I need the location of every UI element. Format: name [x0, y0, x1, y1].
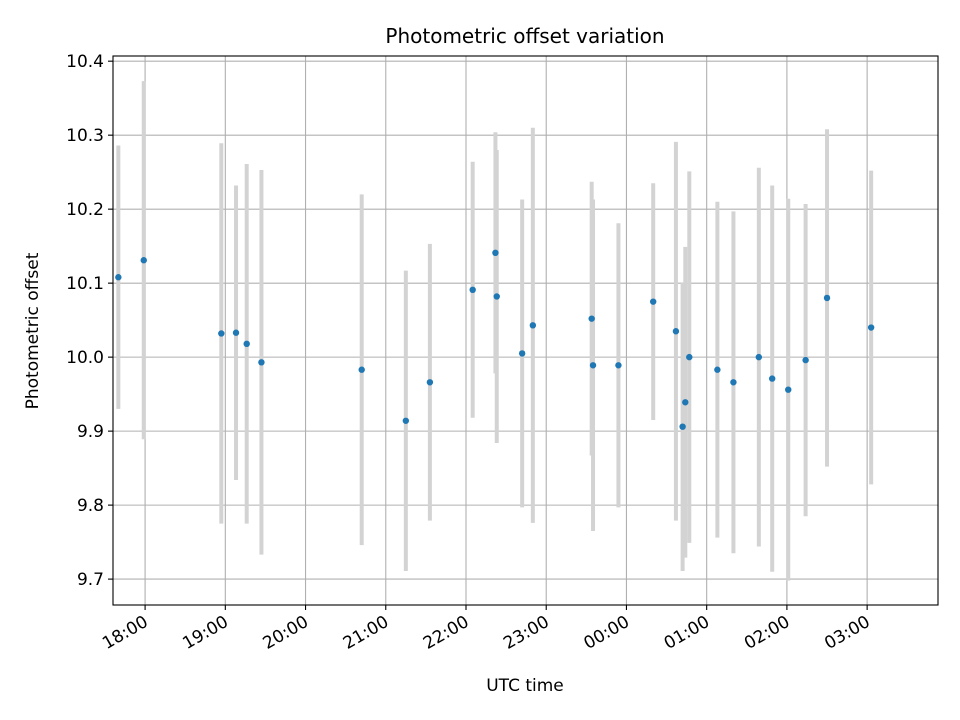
data-point: [243, 340, 250, 348]
y-tick-label: 10.1: [66, 274, 104, 294]
data-point: [469, 286, 476, 294]
data-point: [649, 298, 657, 305]
data-point: [493, 293, 500, 300]
data-points: [115, 249, 875, 430]
y-axis-ticks: 9.7 9.8 9.9 10.0 10.1 10.2 10.3 10.4: [66, 52, 113, 590]
data-point: [686, 353, 693, 361]
data-point: [755, 353, 763, 361]
data-point: [518, 350, 526, 357]
data-point: [768, 375, 776, 382]
y-tick-label: 10.4: [66, 52, 104, 72]
y-tick-label: 9.9: [77, 422, 104, 442]
data-point: [714, 366, 721, 373]
data-point: [402, 417, 410, 424]
y-tick-label: 10.3: [66, 126, 104, 146]
data-point: [218, 330, 225, 337]
y-tick-label: 9.8: [77, 496, 104, 516]
data-point: [672, 328, 680, 335]
y-tick-label: 9.7: [77, 570, 104, 590]
x-axis-label: UTC time: [486, 676, 564, 696]
data-point: [615, 362, 622, 369]
data-point: [258, 359, 265, 366]
data-point: [588, 315, 595, 322]
data-point: [823, 294, 831, 302]
data-point: [232, 329, 240, 336]
data-point: [679, 423, 686, 430]
data-point: [492, 249, 499, 257]
data-point: [802, 356, 809, 364]
y-axis-label: Photometric offset: [23, 252, 43, 409]
data-point: [682, 399, 689, 406]
y-tick-label: 10.2: [66, 200, 104, 220]
data-point: [785, 386, 792, 393]
data-point: [426, 379, 434, 386]
grid-lines: [113, 56, 938, 605]
data-point: [730, 379, 737, 386]
chart-title: Photometric offset variation: [385, 24, 664, 48]
data-point: [140, 257, 147, 264]
data-point: [529, 322, 537, 329]
data-point: [358, 366, 365, 373]
plot-area-frame: [112, 55, 939, 606]
data-point: [867, 324, 875, 331]
data-point: [589, 362, 597, 369]
data-point: [115, 274, 122, 281]
y-tick-label: 10.0: [66, 348, 104, 368]
